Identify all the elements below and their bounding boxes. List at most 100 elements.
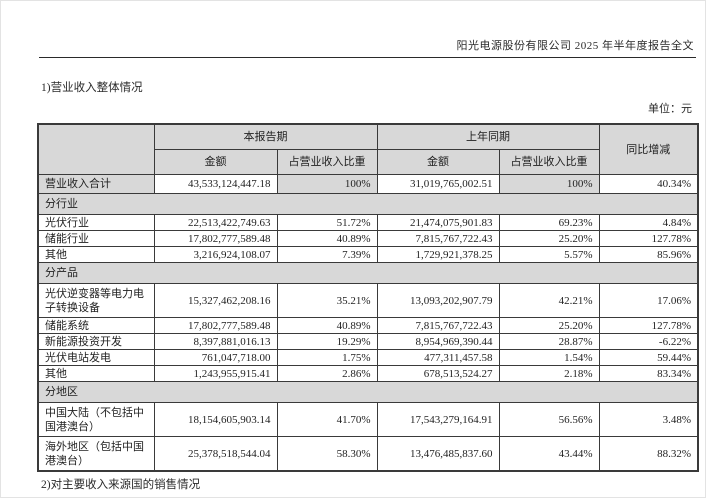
cell-current-amount: 17,802,777,589.48 <box>153 317 278 334</box>
corner-cell <box>37 123 155 175</box>
cell-current-pct: 19.29% <box>276 333 378 350</box>
table-row: 中国大陆（不包括中国港澳台） 18,154,605,903.14 41.70% … <box>37 402 699 437</box>
table-row-total: 营业收入合计 43,533,124,447.18 100% 31,019,765… <box>37 174 699 194</box>
table-header-row-1: 本报告期 上年同期 同比增减 <box>37 123 699 175</box>
cell-current-pct: 58.30% <box>276 436 378 472</box>
row-label: 储能系统 <box>37 317 155 334</box>
cell-current-pct: 1.75% <box>276 349 378 366</box>
table-row: 其他 1,243,955,915.41 2.86% 678,513,524.27… <box>37 365 699 382</box>
cell-yoy: 85.96% <box>598 246 699 263</box>
cell-prior-pct: 42.21% <box>498 283 600 318</box>
section-label: 分地区 <box>37 381 699 403</box>
section-row-industry: 分行业 <box>37 193 699 215</box>
table-row: 新能源投资开发 8,397,881,016.13 19.29% 8,954,96… <box>37 333 699 350</box>
cell-yoy: 40.34% <box>598 174 699 194</box>
col-prior-pct: 占营业收入比重 <box>498 149 600 175</box>
table-header-row-2: 金额 占营业收入比重 金额 占营业收入比重 <box>38 149 698 175</box>
cell-prior-pct: 100% <box>498 174 600 194</box>
cell-yoy: 83.34% <box>598 365 699 382</box>
cell-prior-amount: 477,311,457.58 <box>376 349 500 366</box>
col-prior-amount: 金额 <box>376 149 500 175</box>
row-label: 光伏行业 <box>37 214 155 231</box>
col-group-prior-period: 上年同期 <box>376 123 600 150</box>
row-label: 中国大陆（不包括中国港澳台） <box>37 402 155 437</box>
cell-prior-pct: 69.23% <box>498 214 600 231</box>
cell-current-pct: 40.89% <box>276 230 378 247</box>
row-label: 营业收入合计 <box>37 174 155 194</box>
cell-prior-pct: 25.20% <box>498 317 600 334</box>
cell-prior-pct: 25.20% <box>498 230 600 247</box>
cell-current-amount: 17,802,777,589.48 <box>153 230 278 247</box>
row-label: 新能源投资开发 <box>37 333 155 350</box>
section-row-product: 分产品 <box>37 262 699 284</box>
cell-prior-amount: 7,815,767,722.43 <box>376 317 500 334</box>
cell-prior-amount: 13,476,485,837.60 <box>376 436 500 472</box>
header-divider <box>39 57 696 58</box>
row-label: 其他 <box>37 246 155 263</box>
section-title: 1)营业收入整体情况 <box>41 82 143 94</box>
cell-current-pct: 41.70% <box>276 402 378 437</box>
row-label: 储能行业 <box>37 230 155 247</box>
cell-current-amount: 22,513,422,749.63 <box>153 214 278 231</box>
col-group-current-period: 本报告期 <box>153 123 378 150</box>
next-section-title: 2)对主要收入来源国的销售情况 <box>41 479 201 491</box>
cell-current-amount: 18,154,605,903.14 <box>153 402 278 437</box>
cell-prior-amount: 7,815,767,722.43 <box>376 230 500 247</box>
cell-prior-pct: 2.18% <box>498 365 600 382</box>
cell-current-pct: 7.39% <box>276 246 378 263</box>
section-row-region: 分地区 <box>37 381 699 403</box>
row-label: 光伏逆变器等电力电子转换设备 <box>37 283 155 318</box>
cell-current-pct: 40.89% <box>276 317 378 334</box>
cell-current-amount: 43,533,124,447.18 <box>153 174 278 194</box>
section-label: 分产品 <box>37 262 699 284</box>
cell-prior-amount: 8,954,969,390.44 <box>376 333 500 350</box>
cell-current-pct: 2.86% <box>276 365 378 382</box>
row-label: 其他 <box>37 365 155 382</box>
cell-prior-amount: 678,513,524.27 <box>376 365 500 382</box>
cell-prior-amount: 17,543,279,164.91 <box>376 402 500 437</box>
cell-current-pct: 35.21% <box>276 283 378 318</box>
row-label: 海外地区（包括中国港澳台） <box>37 436 155 472</box>
table-row: 光伏行业 22,513,422,749.63 51.72% 21,474,075… <box>37 214 699 231</box>
cell-prior-pct: 1.54% <box>498 349 600 366</box>
cell-current-amount: 8,397,881,016.13 <box>153 333 278 350</box>
table-row: 储能行业 17,802,777,589.48 40.89% 7,815,767,… <box>37 230 699 247</box>
cell-yoy: 127.78% <box>598 230 699 247</box>
cell-current-amount: 15,327,462,208.16 <box>153 283 278 318</box>
table-row: 光伏电站发电 761,047,718.00 1.75% 477,311,457.… <box>37 349 699 366</box>
revenue-table: 本报告期 上年同期 同比增减 金额 占营业收入比重 金额 占营业收入比重 营业收… <box>37 123 699 472</box>
unit-label: 单位：元 <box>648 103 692 115</box>
cell-current-amount: 1,243,955,915.41 <box>153 365 278 382</box>
cell-prior-pct: 43.44% <box>498 436 600 472</box>
cell-prior-pct: 56.56% <box>498 402 600 437</box>
cell-yoy: 59.44% <box>598 349 699 366</box>
col-yoy-change: 同比增减 <box>598 123 699 175</box>
cell-yoy: -6.22% <box>598 333 699 350</box>
cell-prior-pct: 5.57% <box>498 246 600 263</box>
cell-yoy: 17.06% <box>598 283 699 318</box>
table-row: 光伏逆变器等电力电子转换设备 15,327,462,208.16 35.21% … <box>37 283 699 318</box>
cell-yoy: 88.32% <box>598 436 699 472</box>
table-row: 海外地区（包括中国港澳台） 25,378,518,544.04 58.30% 1… <box>37 436 699 472</box>
cell-yoy: 3.48% <box>598 402 699 437</box>
cell-current-pct: 51.72% <box>276 214 378 231</box>
cell-prior-pct: 28.87% <box>498 333 600 350</box>
table-row: 储能系统 17,802,777,589.48 40.89% 7,815,767,… <box>37 317 699 334</box>
cell-yoy: 4.84% <box>598 214 699 231</box>
cell-prior-amount: 1,729,921,378.25 <box>376 246 500 263</box>
cell-current-pct: 100% <box>276 174 378 194</box>
cell-prior-amount: 31,019,765,002.51 <box>376 174 500 194</box>
row-label: 光伏电站发电 <box>37 349 155 366</box>
col-current-amount: 金额 <box>153 149 278 175</box>
cell-current-amount: 761,047,718.00 <box>153 349 278 366</box>
col-current-pct: 占营业收入比重 <box>276 149 378 175</box>
cell-prior-amount: 13,093,202,907.79 <box>376 283 500 318</box>
cell-prior-amount: 21,474,075,901.83 <box>376 214 500 231</box>
cell-current-amount: 3,216,924,108.07 <box>153 246 278 263</box>
section-label: 分行业 <box>37 193 699 215</box>
table-row: 其他 3,216,924,108.07 7.39% 1,729,921,378.… <box>37 246 699 263</box>
cell-current-amount: 25,378,518,544.04 <box>153 436 278 472</box>
document-header: 阳光电源股份有限公司 2025 年半年度报告全文 <box>456 40 694 52</box>
cell-yoy: 127.78% <box>598 317 699 334</box>
